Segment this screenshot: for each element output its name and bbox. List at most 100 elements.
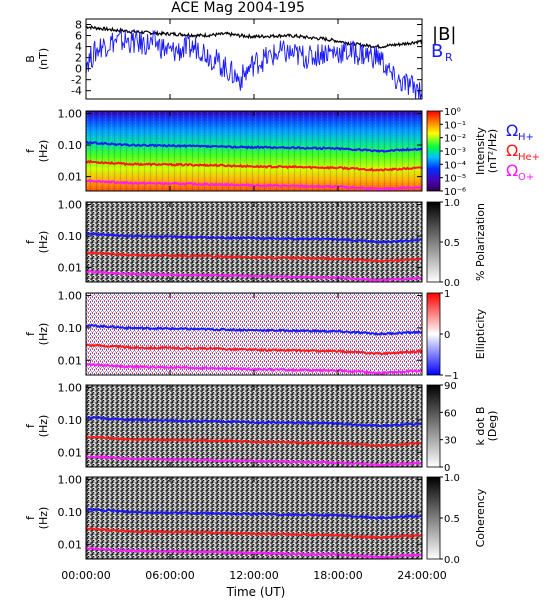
colorbar xyxy=(426,384,441,468)
panel-coherency: f (Hz) 0.01 0.10 1.00 1.0 0.5 0.0 Coherency xyxy=(24,473,487,566)
legend-b-r-subscript: R xyxy=(445,51,453,64)
colorbar-tick-label: 0.0 xyxy=(444,555,460,566)
y-tick-label: 1.00 xyxy=(58,290,83,303)
y-tick-label: 0.01 xyxy=(58,446,83,459)
colorbar-tick-label: −1 xyxy=(444,371,459,382)
y-tick-label: -4 xyxy=(71,85,82,98)
y-axis-label: f xyxy=(24,423,37,428)
panel-intensity: f (Hz) 0.01 0.10 1.00 10⁰ 10⁻¹ 10⁻² 10⁻³ 10⁻⁴ 10⁻⁵… xyxy=(24,107,540,198)
spectrogram-texture xyxy=(86,111,422,191)
colorbar xyxy=(426,292,441,376)
x-axis-label: Time (UT) xyxy=(226,585,286,599)
gyrofrequency-line-h-plus xyxy=(85,140,423,153)
y-axis-unit: (Hz) xyxy=(37,231,50,254)
gyrofrequency-line-he-plus xyxy=(85,527,422,540)
gyrofrequency-line-h-plus xyxy=(85,323,423,336)
y-tick-label: 0.01 xyxy=(58,538,83,551)
y-axis-label: f xyxy=(24,515,37,520)
gyrofrequency-line-h-plus xyxy=(86,507,423,520)
gyrofrequency-line-o-plus xyxy=(85,546,423,559)
colorbar-label: Ellipticity xyxy=(474,308,487,359)
colorbar-label: Intensity xyxy=(474,127,487,175)
colorbar-tick-label: 0.5 xyxy=(444,514,460,525)
colorbar-tick-label: 1.0 xyxy=(444,198,460,209)
y-tick-label: 2 xyxy=(75,52,82,65)
y-tick-label: 6 xyxy=(75,30,82,43)
y-axis-label: f xyxy=(24,331,37,336)
chart-title: ACE Mag 2004-195 xyxy=(171,0,305,16)
y-tick-label: 0.01 xyxy=(58,354,83,367)
colorbar-unit: (Deg) xyxy=(486,411,499,442)
y-tick-label: 0.10 xyxy=(58,414,83,427)
y-tick-label: 1.00 xyxy=(58,474,83,487)
colorbar-tick-label: 10⁻⁵ xyxy=(444,174,466,185)
y-tick-label: 0.10 xyxy=(58,322,83,335)
x-tick-label: 18:00:00 xyxy=(313,569,362,582)
colorbar-tick-label: 10⁻³ xyxy=(444,147,466,158)
spectrogram-image xyxy=(86,293,422,375)
gyrofrequency-line-he-plus xyxy=(85,251,423,263)
x-axis: 00:00:00 06:00:00 12:00:00 18:00:00 24:00:00 xyxy=(61,19,447,582)
colorbar-tick-label: 10⁻¹ xyxy=(444,120,466,131)
colorbar-tick-label: 0 xyxy=(444,330,450,341)
colorbar-tick-label: 1 xyxy=(444,289,450,300)
panel-k-dot-b: f (Hz) 0.01 0.10 1.00 90 60 30 0 k dot B (Deg) xyxy=(24,381,499,474)
gyrofrequency-line-he-plus xyxy=(85,343,423,356)
y-tick-label: 1.00 xyxy=(58,198,83,211)
colorbar-tick-label: 10⁰ xyxy=(444,107,461,118)
colorbar-tick-label: 10⁻⁴ xyxy=(444,160,466,171)
colorbar-tick-label: 0.5 xyxy=(444,238,460,249)
gyrofrequency-line-h-plus xyxy=(85,231,423,244)
y-axis-unit: (Hz) xyxy=(37,323,50,346)
legend-omega-o-plus-subscript: O+ xyxy=(518,172,534,183)
y-tick-label: 0 xyxy=(75,63,82,76)
colorbar-unit: (nT²/Hz) xyxy=(486,129,499,173)
colorbar-tick-label: 1.0 xyxy=(444,473,460,484)
gyrofrequency-line-he-plus xyxy=(85,435,423,448)
colorbar xyxy=(426,110,441,192)
legend-omega-h-plus-subscript: H+ xyxy=(518,132,534,143)
y-axis-label: f xyxy=(24,239,37,244)
gyrofrequency-line-o-plus xyxy=(85,270,423,282)
colorbar-tick-label: 90 xyxy=(444,381,457,392)
colorbar-tick-label: 10⁻⁶ xyxy=(444,187,466,198)
y-axis-unit: (Hz) xyxy=(37,507,50,530)
series-line-b-r xyxy=(85,29,423,100)
panel-polarization: f (Hz) 0.01 0.10 1.00 1.0 0.5 0.0 % Polarization xyxy=(24,198,487,289)
gyrofrequency-line-o-plus xyxy=(85,454,423,468)
colorbar xyxy=(426,201,441,283)
legend-omega-o-plus: Ω xyxy=(506,161,518,180)
colorbar-tick-label: 0 xyxy=(444,463,450,474)
gyrofrequency-line-he-plus xyxy=(85,159,422,172)
legend-omega-h-plus: Ω xyxy=(506,121,518,140)
x-tick-label: 24:00:00 xyxy=(397,569,446,582)
colorbar-tick-label: 60 xyxy=(444,408,457,419)
y-tick-label: 1.00 xyxy=(58,382,83,395)
legend-omega-he-plus: Ω xyxy=(506,141,518,160)
y-tick-label: 0.10 xyxy=(58,230,83,243)
y-axis-label: f xyxy=(24,148,37,153)
legend-b-magnitude: |B| xyxy=(432,24,456,45)
x-tick-label: 12:00:00 xyxy=(229,569,278,582)
legend-b-r: B xyxy=(431,41,443,62)
y-tick-label: 0.10 xyxy=(58,506,83,519)
y-tick-label: 4 xyxy=(75,41,82,54)
x-tick-label: 06:00:00 xyxy=(145,569,194,582)
gyrofrequency-line-h-plus xyxy=(85,415,423,428)
y-axis-label: B xyxy=(24,55,37,63)
y-axis-unit: (Hz) xyxy=(37,140,50,163)
colorbar-tick-label: 30 xyxy=(444,436,457,447)
y-axis-unit: (nT) xyxy=(37,48,50,70)
colorbar-label: k dot B xyxy=(474,407,487,446)
y-tick-label: 0.01 xyxy=(58,171,83,184)
spectrogram-image xyxy=(86,477,422,559)
y-tick-label: 1.00 xyxy=(58,107,83,120)
colorbar-tick-label: 10⁻² xyxy=(444,134,466,145)
series-line-b-magnitude xyxy=(85,24,423,50)
x-tick-label: 00:00:00 xyxy=(61,569,110,582)
y-tick-label: 0.01 xyxy=(58,262,83,275)
panel-ellipticity: f (Hz) 0.01 0.10 1.00 1 0 −1 Ellipticity xyxy=(24,289,487,382)
y-tick-label: -2 xyxy=(71,74,82,87)
